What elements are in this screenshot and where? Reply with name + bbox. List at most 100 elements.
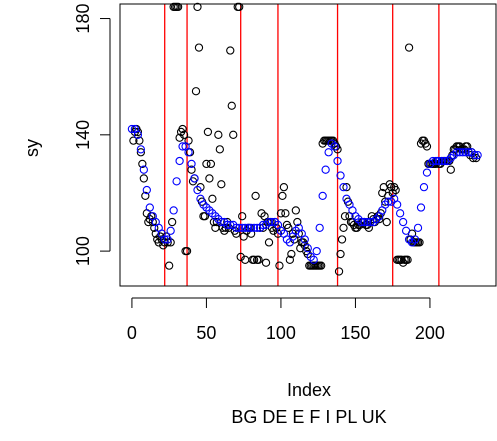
observed-point	[226, 46, 235, 55]
fitted-point	[434, 156, 444, 166]
fitted-point	[166, 226, 175, 235]
fitted-point	[398, 217, 408, 227]
x-tick-label: 50	[196, 323, 216, 343]
x-tick-label: 100	[266, 323, 296, 343]
observed-point	[303, 249, 312, 259]
observed-point	[317, 261, 326, 270]
fitted-point	[190, 174, 199, 183]
observed-point	[403, 255, 412, 264]
observed-point	[217, 180, 226, 189]
observed-point	[284, 223, 293, 233]
observed-point	[236, 252, 245, 262]
fitted-point	[336, 171, 345, 180]
observed-point	[273, 229, 283, 238]
observed-point	[333, 145, 342, 154]
fitted-point	[241, 223, 250, 233]
observed-point	[446, 165, 455, 174]
observed-point	[235, 2, 244, 12]
fitted-point	[455, 148, 464, 157]
y-tick-label: 140	[73, 120, 93, 150]
observed-point	[148, 217, 157, 227]
fitted-point	[187, 159, 196, 169]
fitted-point	[431, 156, 441, 166]
observed-point	[278, 191, 287, 201]
fitted-point	[127, 124, 137, 134]
y-tick-label: 180	[73, 4, 93, 34]
x-tick-label: 150	[340, 323, 370, 343]
fitted-point	[333, 156, 342, 166]
observed-point	[229, 130, 238, 139]
observed-point	[227, 101, 236, 110]
observed-point	[141, 191, 150, 201]
fitted-point	[458, 148, 467, 157]
fitted-point	[244, 223, 253, 233]
fitted-point	[300, 235, 309, 244]
fitted-point	[172, 177, 181, 186]
fitted-point	[443, 156, 452, 166]
fitted-point	[139, 165, 148, 174]
observed-point	[168, 217, 177, 227]
fitted-point	[339, 183, 348, 192]
fitted-point	[136, 145, 146, 154]
observed-point	[258, 223, 268, 233]
fitted-point	[208, 209, 217, 218]
observed-point	[194, 43, 204, 52]
observed-point	[214, 130, 223, 139]
observed-point	[339, 223, 348, 233]
observed-point	[285, 255, 295, 264]
fitted-point	[363, 217, 372, 227]
observed-point	[193, 2, 202, 12]
fitted-point	[318, 191, 327, 201]
observed-point	[281, 209, 290, 218]
observed-point	[135, 136, 144, 145]
observed-point	[208, 194, 217, 203]
fitted-point	[223, 220, 232, 230]
fitted-point	[199, 200, 208, 209]
observed-point	[422, 142, 432, 151]
fitted-point	[407, 238, 417, 247]
fitted-point	[303, 244, 312, 253]
fitted-point	[428, 156, 438, 166]
fitted-point	[395, 209, 405, 218]
observed-point	[179, 130, 189, 139]
observed-point	[336, 249, 345, 259]
observed-point	[275, 261, 284, 270]
fitted-point	[202, 203, 211, 212]
observed-point	[340, 212, 350, 221]
observed-point	[264, 238, 274, 247]
fitted-point	[270, 217, 280, 227]
observed-point	[276, 209, 286, 218]
observed-point	[136, 148, 146, 157]
fitted-point	[470, 151, 479, 160]
fitted-point	[473, 151, 482, 160]
observed-point	[139, 174, 148, 183]
observed-point	[173, 2, 183, 12]
fitted-point	[419, 183, 429, 192]
observed-point	[257, 209, 266, 218]
fitted-point	[401, 226, 411, 235]
observed-point	[382, 217, 391, 227]
fitted-point	[410, 235, 420, 244]
observed-point	[203, 127, 213, 137]
fitted-point	[249, 223, 259, 233]
observed-point	[279, 183, 289, 192]
fitted-point	[193, 185, 202, 195]
observed-point	[291, 206, 300, 215]
observed-point	[138, 159, 147, 169]
observed-series	[129, 2, 481, 276]
fitted-point	[169, 206, 178, 215]
fitted-point	[404, 235, 414, 244]
observed-point	[364, 223, 373, 233]
observed-point	[238, 212, 247, 221]
fitted-point	[160, 235, 169, 244]
fitted-point	[416, 203, 426, 212]
observed-point	[342, 183, 351, 192]
fitted-point	[235, 223, 244, 233]
observed-point	[404, 43, 414, 52]
fitted-point	[205, 206, 214, 215]
fitted-point	[184, 148, 193, 157]
observed-point	[129, 136, 138, 145]
fitted-point	[232, 223, 241, 233]
y-axis-label: sy	[22, 139, 42, 157]
